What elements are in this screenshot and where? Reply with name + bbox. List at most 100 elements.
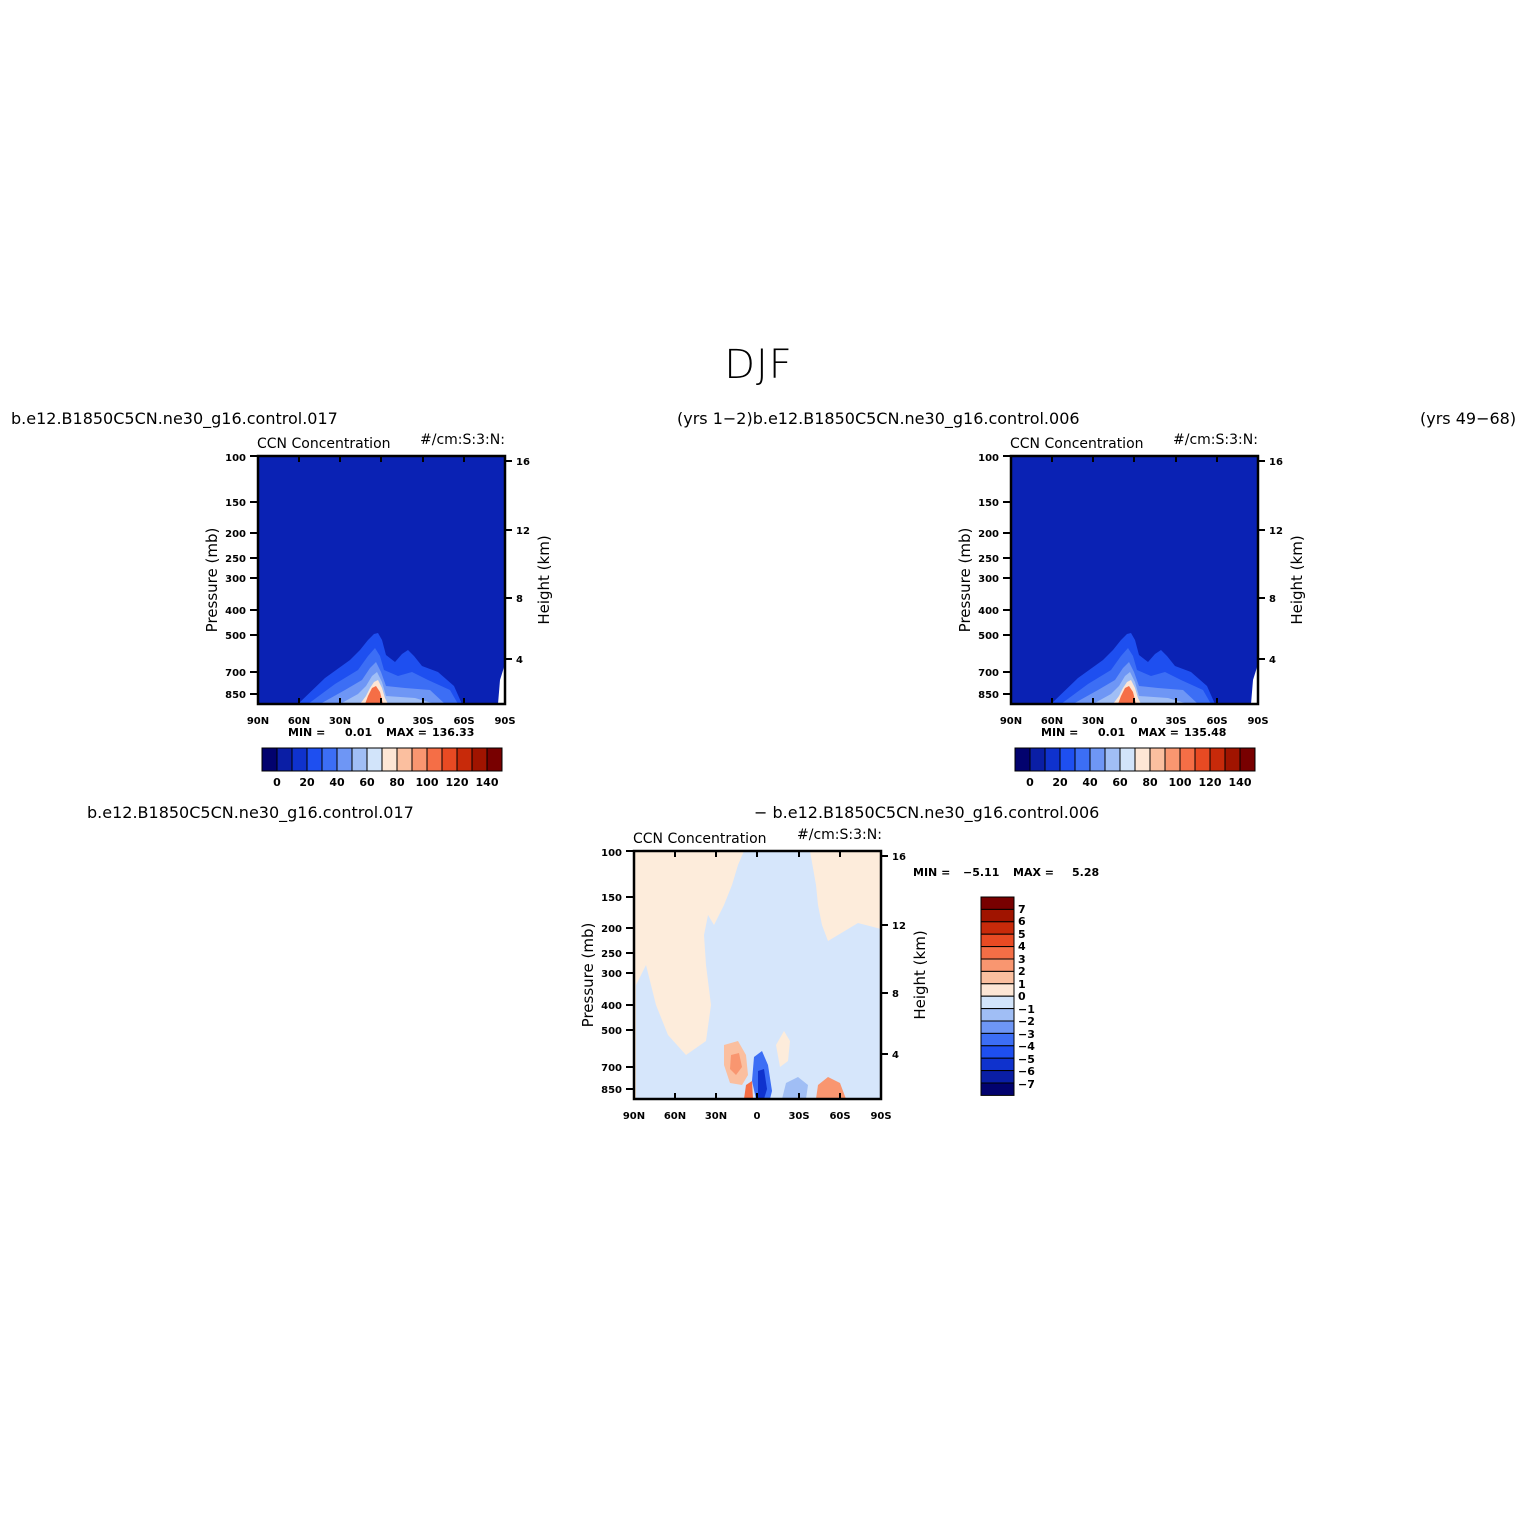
- panel3-ytick-400: 400: [601, 1001, 622, 1012]
- panel2-missing-region: [1251, 664, 1258, 704]
- panel2-colorbar-labels: 0 20 40 60 80 100 120 140: [1026, 776, 1252, 789]
- panel1-xtick-60s: 60S: [453, 716, 474, 727]
- colorbar-box: [336, 747, 353, 772]
- panel2-cb-label-100: 100: [1169, 776, 1192, 789]
- colorbar-box: [426, 747, 443, 772]
- panel2-cb-label-120: 120: [1199, 776, 1222, 789]
- panel3-units: #/cm:S:3:N:: [797, 827, 882, 843]
- panel1-colorbar-labels: 0 20 40 60 80 100 120 140: [273, 776, 499, 789]
- colorbar-box: [1239, 747, 1256, 772]
- panel1-xtick-90s: 90S: [494, 716, 515, 727]
- panel3-y-label: Pressure (mb): [579, 923, 597, 1028]
- panel1-ytick-300: 300: [225, 574, 246, 585]
- panel3-cb-label-4: 4: [1018, 940, 1026, 953]
- panel2-y-axis: 100 150 200 250 300 400 500 700 850: [978, 453, 999, 701]
- colorbar-box: [980, 958, 1015, 972]
- panel2-contour-3: [1073, 662, 1198, 704]
- colorbar-box: [980, 1057, 1015, 1072]
- colorbar-box: [1044, 747, 1061, 772]
- panel1-title: CCN Concentration: [257, 436, 391, 452]
- panel3-cb-label-neg3: −3: [1018, 1028, 1035, 1041]
- panel2-max-value: 135.48: [1184, 726, 1227, 739]
- colorbar-box: [366, 747, 383, 772]
- panel1-cb-label-80: 80: [389, 776, 405, 789]
- panel1-y-right-label: Height (km): [535, 535, 553, 624]
- panel2-xtick-90n: 90N: [1000, 716, 1022, 727]
- diff-left-case-label: b.e12.B1850C5CN.ne30_g16.control.017: [87, 803, 414, 822]
- colorbar-box: [980, 1045, 1015, 1059]
- panel2-xtick-60n: 60N: [1041, 716, 1063, 727]
- panel3-height-12: 12: [892, 921, 906, 932]
- panel1-xtick-60n: 60N: [288, 716, 310, 727]
- panel1-ytick-200: 200: [225, 529, 246, 540]
- colorbar-box: [1014, 747, 1031, 772]
- panel3-y-right-axis: 16 12 8 4: [892, 852, 906, 1061]
- panel1-ytick-100: 100: [225, 453, 246, 464]
- panel3-ytick-300: 300: [601, 969, 622, 980]
- panel3-y-axis: 100 150 200 250 300 400 500 700 850: [601, 848, 622, 1096]
- panel2-colorbar: 0 20 40 60 80 100 120 140: [1014, 747, 1256, 789]
- panel1-xtick-90n: 90N: [247, 716, 269, 727]
- panel3-cb-label-1: 1: [1018, 978, 1026, 991]
- colorbar-box: [381, 747, 398, 772]
- panel2-ytick-500: 500: [978, 631, 999, 642]
- panel3-field: [632, 849, 883, 1101]
- panel1-cb-label-60: 60: [359, 776, 375, 789]
- panel3-min-value: −5.11: [963, 866, 1000, 879]
- colorbar-box: [351, 747, 368, 772]
- panel2-cb-label-60: 60: [1112, 776, 1128, 789]
- colorbar-box: [980, 921, 1015, 935]
- panel3-colorbar-boxes: [980, 896, 1015, 1096]
- panel1-units: #/cm:S:3:N:: [420, 432, 505, 448]
- panel2-cb-label-80: 80: [1142, 776, 1158, 789]
- panel3-cb-label-neg1: −1: [1018, 1003, 1035, 1016]
- panel3-ytick-500: 500: [601, 1026, 622, 1037]
- panel3-ytick-150: 150: [601, 893, 622, 904]
- colorbar-box: [980, 1070, 1015, 1084]
- panel3-positive-anomaly-4: [776, 1031, 790, 1067]
- panel1-height-12: 12: [516, 526, 530, 537]
- panel2-xtick-0: 0: [1131, 716, 1138, 727]
- colorbar-box: [980, 908, 1015, 923]
- panel2-cb-label-20: 20: [1052, 776, 1068, 789]
- panel3-cb-label-neg7: −7: [1018, 1078, 1035, 1091]
- panel3-cb-label-neg4: −4: [1018, 1040, 1035, 1053]
- colorbar-box: [1194, 747, 1211, 772]
- colorbar-box: [980, 983, 1015, 997]
- top-right-years-label: (yrs 49−68): [1420, 409, 1517, 428]
- panel3-ytick-700: 700: [601, 1063, 622, 1074]
- panel3-positive-anomaly-core-1: [730, 1053, 742, 1075]
- colorbar-box: [1149, 747, 1166, 772]
- colorbar-box: [980, 946, 1015, 960]
- panel3-y-right-label: Height (km): [911, 930, 929, 1019]
- panel2-contour-6: [1118, 686, 1136, 704]
- panel2-ytick-850: 850: [978, 690, 999, 701]
- panel1-contour-6: [365, 686, 383, 704]
- panel3-xtick-60n: 60N: [664, 1111, 686, 1122]
- panel3-positive-anomaly-3: [744, 1081, 753, 1099]
- colorbar-box: [1104, 747, 1121, 772]
- figure-title: DJF: [724, 342, 793, 388]
- panel1-cb-label-20: 20: [299, 776, 315, 789]
- panel3-cb-label-5: 5: [1018, 928, 1026, 941]
- colorbar-box: [980, 1020, 1015, 1034]
- panel2-xtick-90s: 90S: [1247, 716, 1268, 727]
- colorbar-box: [1119, 747, 1136, 772]
- panel2-title: CCN Concentration: [1010, 436, 1144, 452]
- colorbar-box: [306, 747, 323, 772]
- colorbar-box: [1224, 747, 1241, 772]
- panel3-cb-label-0: 0: [1018, 990, 1026, 1003]
- panel3-cb-label-2: 2: [1018, 965, 1026, 978]
- colorbar-box: [1029, 747, 1046, 772]
- panel1-cb-label-120: 120: [446, 776, 469, 789]
- panel3-max-value: 5.28: [1072, 866, 1100, 879]
- panel1-min-value: 0.01: [345, 726, 373, 739]
- panel2-ytick-700: 700: [978, 668, 999, 679]
- panel3-height-16: 16: [892, 852, 906, 863]
- panel3-cb-label-neg2: −2: [1018, 1015, 1035, 1028]
- panel2-max-label: MAX =: [1138, 726, 1179, 739]
- panel1-ytick-500: 500: [225, 631, 246, 642]
- top-years-case-label: (yrs 1−2)b.e12.B1850C5CN.ne30_g16.contro…: [677, 409, 1080, 428]
- panel2-units: #/cm:S:3:N:: [1173, 432, 1258, 448]
- colorbar-box: [980, 896, 1015, 910]
